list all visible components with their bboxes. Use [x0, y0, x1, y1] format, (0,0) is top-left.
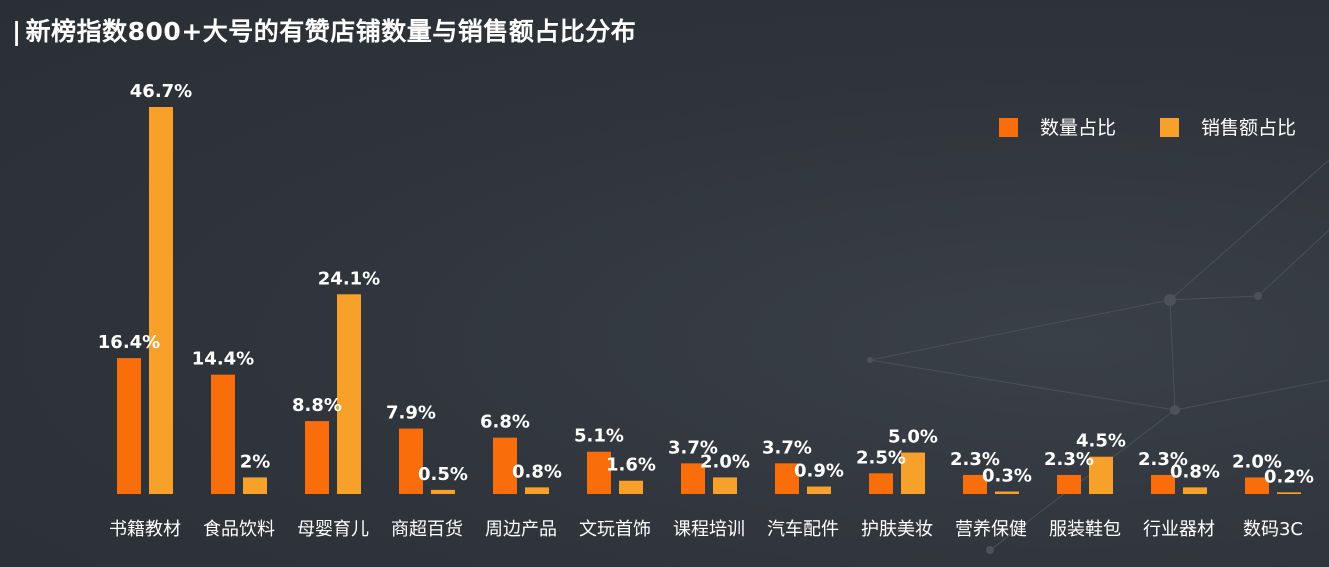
data-label-sales-2: 24.1% [318, 268, 380, 289]
bar-count-1 [211, 374, 235, 494]
x-tick-label-11: 行业器材 [1143, 519, 1215, 540]
data-label-count-3: 7.9% [386, 403, 436, 424]
data-label-sales-5: 1.6% [606, 455, 656, 476]
x-tick-label-1: 食品饮料 [203, 519, 275, 540]
data-label-count-2: 8.8% [292, 395, 342, 416]
bars-group [117, 107, 1301, 494]
bar-sales-4 [525, 487, 549, 494]
data-label-count-7: 3.7% [762, 437, 812, 458]
x-tick-label-0: 书籍教材 [109, 519, 181, 540]
bar-sales-8 [901, 452, 925, 494]
data-label-sales-7: 0.9% [794, 461, 844, 482]
data-label-sales-9: 0.3% [982, 466, 1032, 487]
data-label-count-1: 14.4% [192, 349, 254, 370]
x-tick-label-8: 护肤美妆 [861, 519, 933, 540]
chart-title-text: 新榜指数800+大号的有赞店铺数量与销售额占比分布 [25, 17, 637, 46]
data-label-sales-6: 2.0% [700, 451, 750, 472]
bar-sales-2 [337, 294, 361, 494]
bar-count-3 [399, 428, 423, 494]
data-label-count-8: 2.5% [856, 447, 906, 468]
bar-count-11 [1151, 474, 1175, 494]
data-label-sales-4: 0.8% [512, 461, 562, 482]
data-label-count-9: 2.3% [950, 449, 1000, 470]
x-tick-label-9: 营养保健 [955, 519, 1027, 540]
data-label-sales-1: 2% [240, 451, 271, 472]
data-label-sales-12: 0.2% [1264, 466, 1314, 487]
x-tick-label-3: 商超百货 [391, 519, 463, 540]
chart-title: | 新榜指数800+大号的有赞店铺数量与销售额占比分布 [12, 12, 636, 48]
data-label-sales-0: 46.7% [130, 81, 192, 102]
legend-label-series1: 数量占比 [1040, 117, 1116, 139]
x-tick-label-7: 汽车配件 [767, 519, 839, 540]
x-tick-label-12: 数码3C [1243, 519, 1303, 540]
x-tick-label-6: 课程培训 [673, 519, 745, 540]
data-label-count-10: 2.3% [1044, 449, 1094, 470]
bar-count-5 [587, 451, 611, 494]
bar-sales-1 [243, 477, 267, 494]
x-axis-labels: 书籍教材 食品饮料 母婴育儿 商超百货 周边产品 文玩首饰 课程培训 汽车配件 护肤美妆 营养保健… [109, 519, 1303, 540]
bar-count-2 [305, 421, 329, 494]
x-tick-label-4: 周边产品 [485, 519, 557, 540]
bar-sales-7 [807, 486, 831, 494]
data-label-sales-3: 0.5% [418, 464, 468, 485]
bar-sales-6 [713, 477, 737, 494]
background-network-decoration [867, 159, 1329, 554]
bar-sales-11 [1183, 487, 1207, 494]
data-label-sales-10: 4.5% [1076, 431, 1126, 452]
legend: 数量占比 销售额占比 [999, 117, 1296, 139]
bar-count-12 [1245, 477, 1269, 494]
bar-count-8 [869, 473, 893, 494]
data-label-sales-11: 0.8% [1170, 461, 1220, 482]
data-label-count-6: 3.7% [668, 437, 718, 458]
legend-swatch-series2 [1160, 118, 1179, 137]
bar-sales-5 [619, 480, 643, 494]
data-label-count-11: 2.3% [1138, 449, 1188, 470]
data-label-sales-8: 5.0% [888, 427, 938, 448]
title-accent-bar: | [12, 17, 22, 46]
bar-count-4 [493, 437, 517, 494]
bar-count-10 [1057, 474, 1081, 494]
bar-count-0 [117, 358, 141, 494]
bar-sales-3 [431, 489, 455, 494]
data-label-count-0: 16.4% [98, 332, 160, 353]
bar-sales-9 [995, 491, 1019, 494]
x-tick-label-10: 服装鞋包 [1049, 519, 1121, 540]
bar-sales-12 [1277, 492, 1301, 494]
legend-swatch-series1 [999, 118, 1018, 137]
x-tick-label-2: 母婴育儿 [297, 519, 369, 540]
value-labels-group: 16.4% 46.7% 14.4% 2% 8.8% 24.1% 7.9% 0.5% 6.8% 0.… [98, 81, 1314, 487]
bar-sales-0 [149, 107, 173, 494]
bar-count-7 [775, 463, 799, 494]
bar-count-6 [681, 463, 705, 494]
bar-sales-10 [1089, 456, 1113, 494]
data-label-count-5: 5.1% [574, 426, 624, 447]
bar-count-9 [963, 474, 987, 494]
legend-label-series2: 销售额占比 [1201, 117, 1296, 139]
x-tick-label-5: 文玩首饰 [579, 519, 651, 540]
data-label-count-4: 6.8% [480, 412, 530, 433]
data-label-count-12: 2.0% [1232, 451, 1282, 472]
